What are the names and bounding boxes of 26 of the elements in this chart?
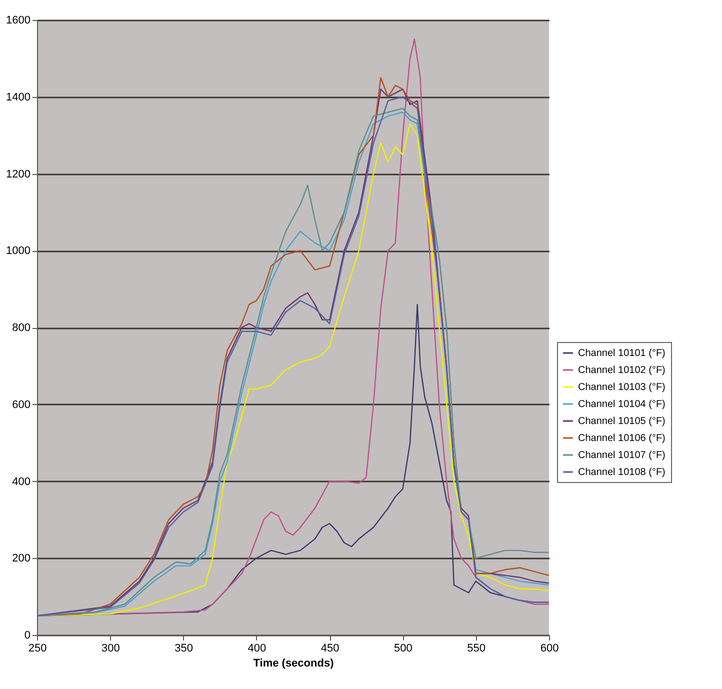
y-tick-label: 800 <box>12 322 30 334</box>
x-tick-label: 350 <box>174 642 193 654</box>
legend-label: Channel 10104 (°F) <box>578 399 666 410</box>
y-tick-label: 0 <box>24 630 30 642</box>
legend-label: Channel 10106 (°F) <box>578 433 666 444</box>
y-tick-label: 600 <box>12 398 30 411</box>
legend-label: Channel 10108 (°F) <box>578 467 666 478</box>
x-tick-label: 400 <box>248 642 266 654</box>
x-tick-label: 450 <box>320 642 340 654</box>
y-tick-label: 200 <box>12 552 30 565</box>
x-tick-label: 600 <box>540 642 559 654</box>
legend-label: Channel 10103 (°F) <box>578 382 666 393</box>
y-tick-label: 1000 <box>6 245 30 258</box>
legend-label: Channel 10102 (°F) <box>578 365 666 376</box>
x-tick-label: 550 <box>467 642 486 654</box>
x-tick-label: 300 <box>101 642 120 654</box>
legend-label: Channel 10105 (°F) <box>578 416 666 427</box>
x-tick-label: 500 <box>394 642 412 654</box>
y-tick-label: 1200 <box>6 168 30 180</box>
y-tick-label: 1600 <box>6 14 30 26</box>
legend-label: Channel 10101 (°F) <box>578 348 666 359</box>
x-axis-title: Time (seconds) <box>253 658 334 670</box>
y-tick-label: 1400 <box>6 91 30 104</box>
legend-label: Channel 10107 (°F) <box>578 450 666 461</box>
x-tick-label: 250 <box>28 642 47 654</box>
y-tick-label: 400 <box>12 476 30 488</box>
